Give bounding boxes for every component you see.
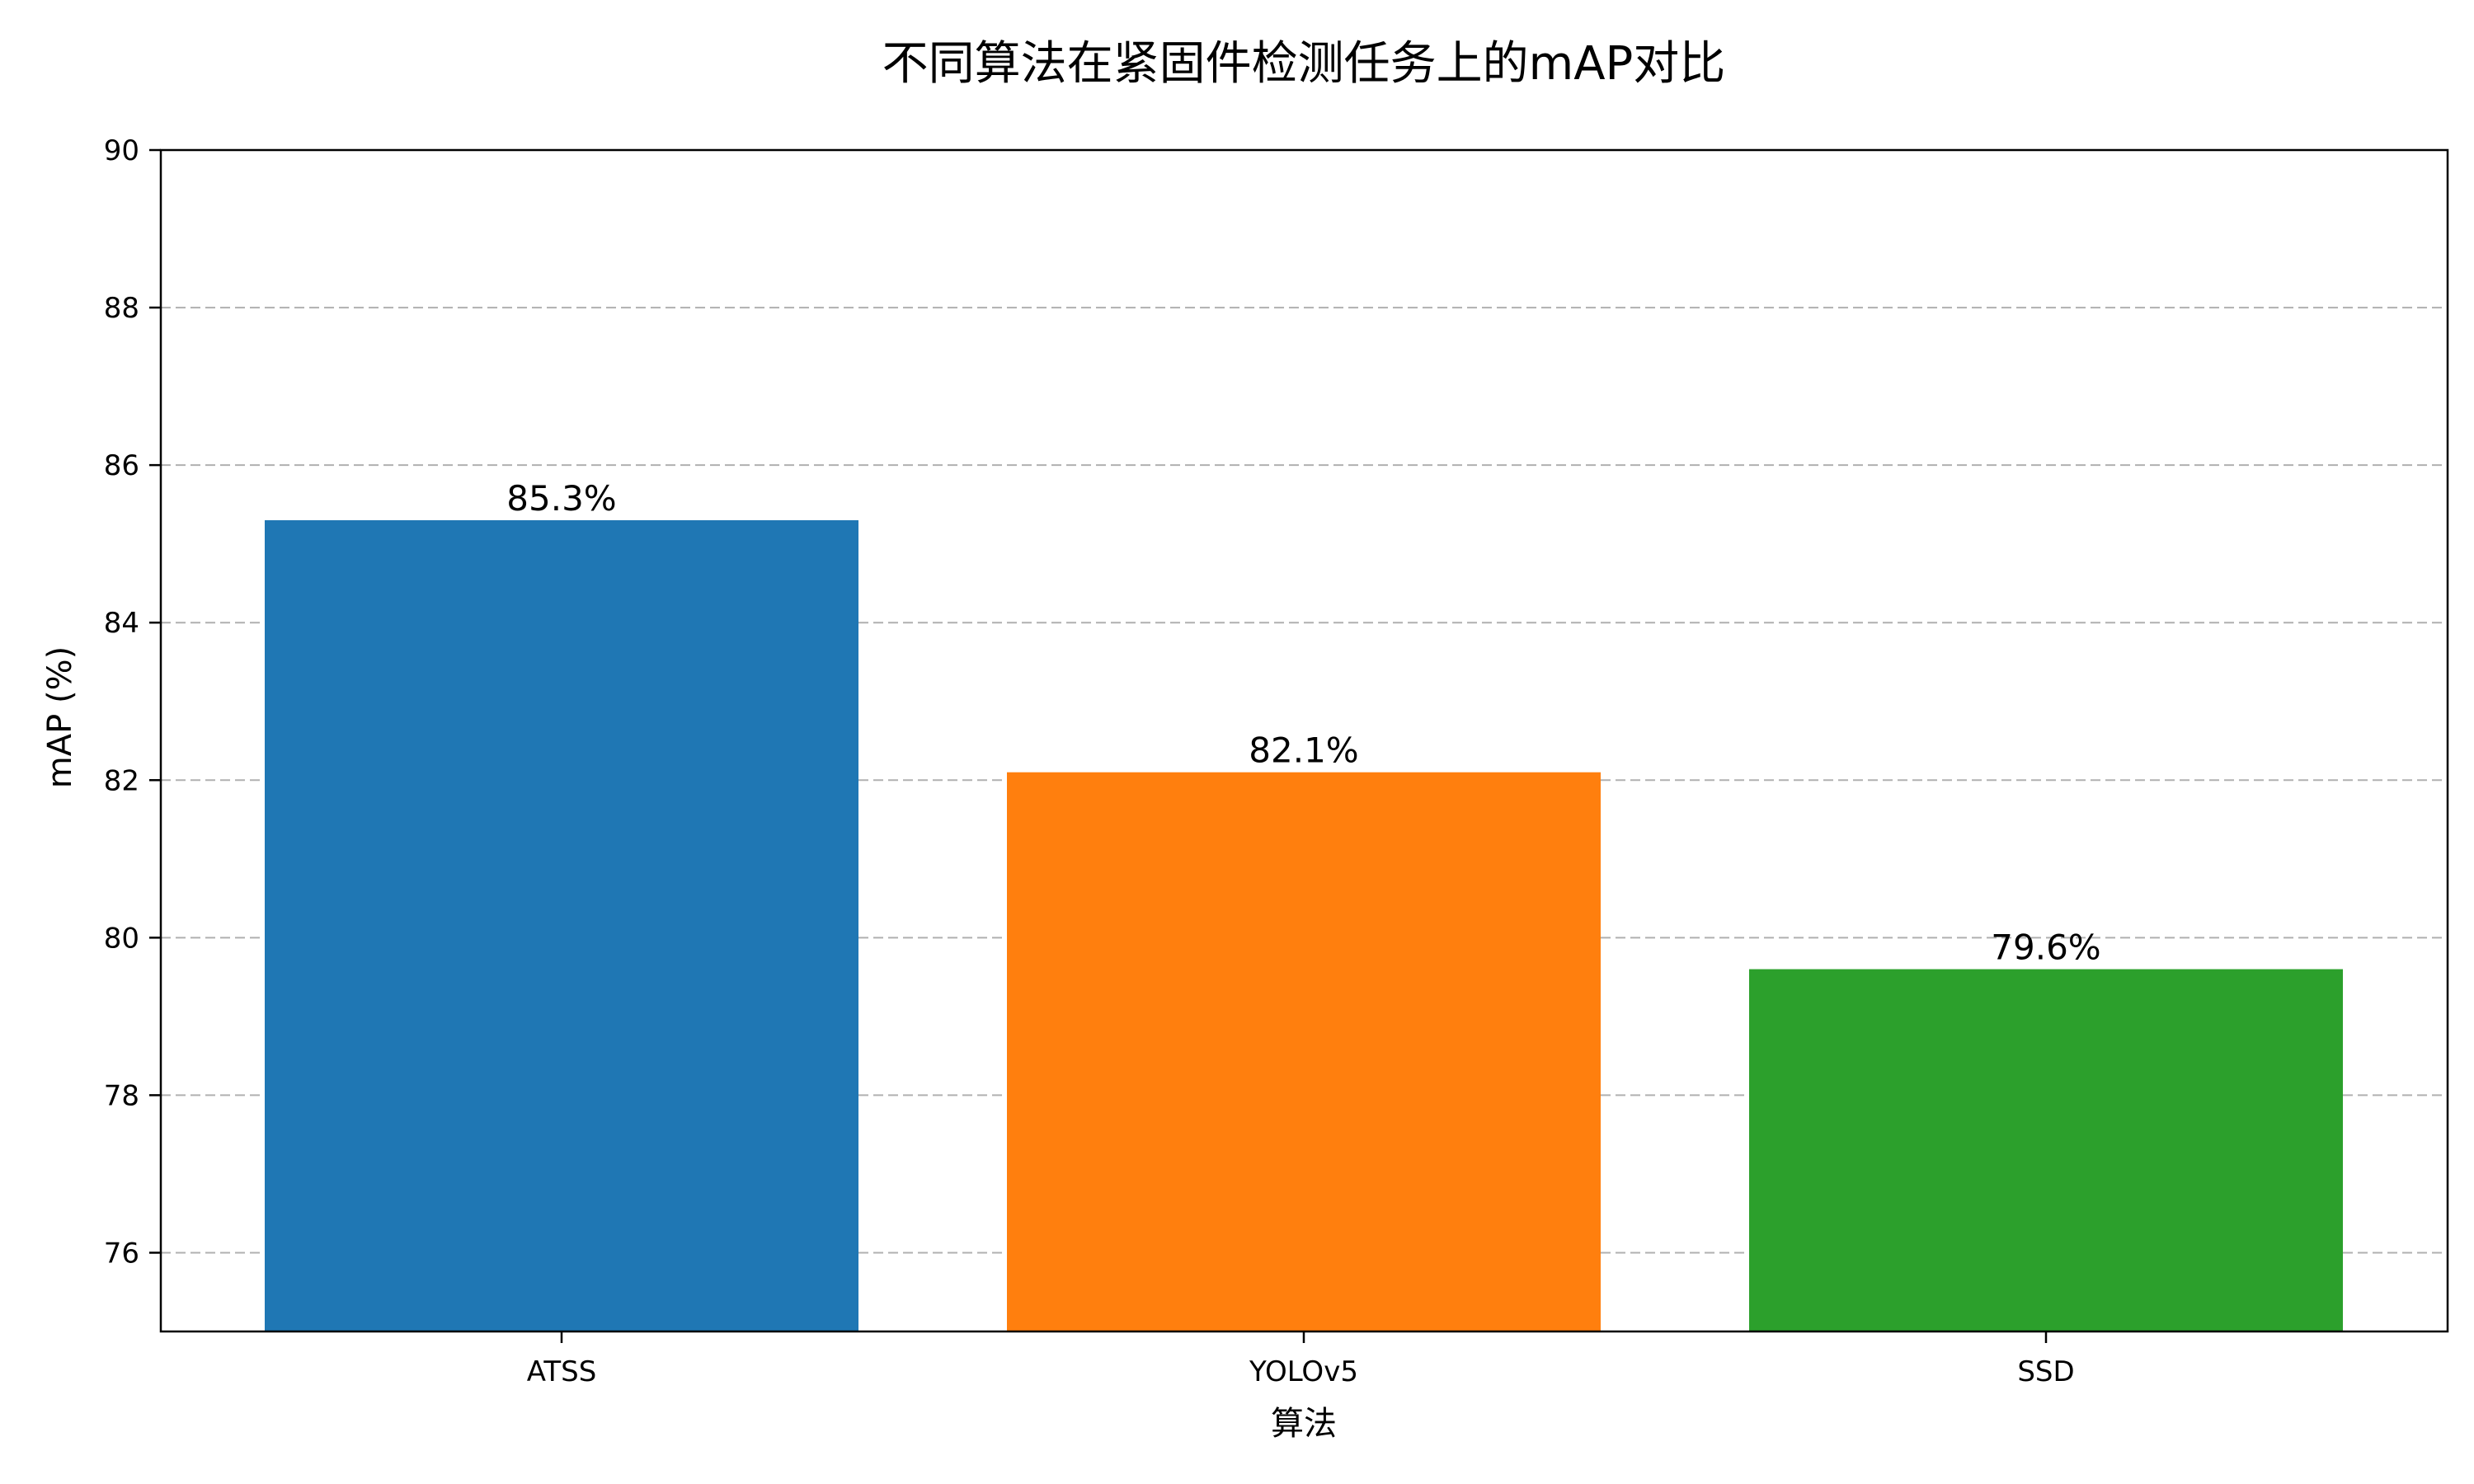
bar-atss xyxy=(265,520,858,1331)
bar-value-labels: 85.3% 82.1% 79.6% xyxy=(506,478,2100,968)
bar-value-label: 82.1% xyxy=(1249,730,1358,771)
bar-value-label: 79.6% xyxy=(1991,928,2100,968)
y-tick-label: 88 xyxy=(104,292,139,325)
x-axis-ticks: ATSS YOLOv5 SSD xyxy=(527,1331,2075,1388)
bar-value-label: 85.3% xyxy=(506,478,616,519)
y-axis-label: mAP (%) xyxy=(41,646,79,788)
x-tick-label: ATSS xyxy=(527,1355,597,1388)
y-axis-ticks: 76 78 80 82 84 86 88 90 xyxy=(104,134,161,1270)
bar-yolov5 xyxy=(1007,772,1601,1331)
y-tick-label: 76 xyxy=(104,1237,139,1270)
x-tick-label: YOLOv5 xyxy=(1249,1355,1358,1388)
y-tick-label: 84 xyxy=(104,607,139,640)
chart-title: 不同算法在紧固件检测任务上的mAP对比 xyxy=(882,37,1726,91)
y-tick-label: 86 xyxy=(104,449,139,482)
y-tick-label: 82 xyxy=(104,764,139,797)
x-tick-label: SSD xyxy=(2017,1355,2074,1388)
y-tick-label: 90 xyxy=(104,134,139,167)
y-tick-label: 80 xyxy=(104,922,139,955)
y-tick-label: 78 xyxy=(104,1079,139,1112)
bar-ssd xyxy=(1749,969,2343,1331)
bars xyxy=(265,520,2343,1331)
x-axis-label: 算法 xyxy=(1271,1405,1337,1443)
